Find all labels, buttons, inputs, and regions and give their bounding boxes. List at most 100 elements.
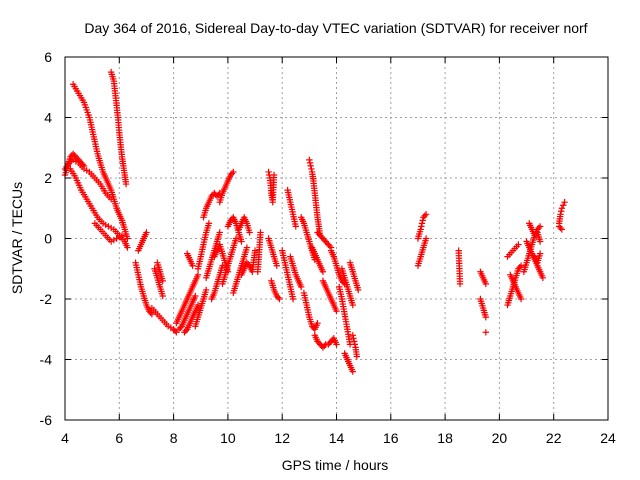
y-tick-labels: -6 -4 -2 0 2 4 6 (40, 49, 53, 428)
data-point (314, 320, 321, 327)
data-point (355, 286, 362, 294)
data-point (202, 286, 210, 294)
data-point (118, 232, 126, 239)
data-point (308, 165, 315, 173)
x-tick-label: 4 (61, 430, 69, 446)
data-point (148, 310, 156, 318)
data-point (421, 212, 428, 220)
data-point (122, 180, 130, 188)
data-point (557, 224, 564, 232)
data-point (273, 262, 280, 269)
y-tick-label: -4 (40, 352, 53, 368)
data-point (350, 335, 357, 342)
data-point (230, 168, 237, 176)
data-point (298, 283, 305, 291)
x-tick-labels: 4 6 8 10 12 14 16 18 20 22 24 (61, 430, 616, 446)
y-tick-label: -6 (40, 412, 53, 428)
data-point (517, 295, 525, 303)
data-point (307, 162, 314, 170)
data-point (333, 341, 340, 348)
data-point (289, 295, 297, 303)
data-point (422, 211, 430, 218)
data-points (61, 68, 568, 375)
data-point (351, 341, 359, 348)
data-point (418, 220, 426, 227)
data-point (192, 292, 199, 300)
data-point (274, 294, 282, 301)
data-point (321, 342, 328, 350)
data-point (536, 223, 544, 230)
y-tick-label: -2 (40, 291, 53, 307)
data-point (246, 229, 253, 236)
x-tick-label: 14 (329, 430, 345, 446)
data-point (560, 202, 567, 209)
data-point (517, 262, 525, 269)
data-point (349, 301, 356, 309)
x-tick-label: 20 (492, 430, 508, 446)
data-point (319, 268, 327, 275)
data-point (558, 226, 566, 233)
data-point (422, 235, 430, 242)
data-point (326, 242, 333, 250)
data-point (418, 223, 425, 230)
data-point (177, 324, 184, 331)
data-point (124, 244, 131, 251)
data-point (333, 307, 340, 315)
data-point (194, 271, 202, 278)
data-point (265, 168, 272, 176)
data-point (228, 170, 236, 177)
data-point (292, 223, 299, 230)
data-point (171, 327, 179, 334)
grid (65, 57, 608, 420)
y-tick-label: 2 (44, 170, 52, 186)
data-point (349, 368, 356, 375)
data-point (350, 338, 358, 345)
data-point (353, 353, 361, 360)
x-tick-label: 12 (274, 430, 290, 446)
x-axis-label: GPS time / hours (282, 457, 389, 473)
data-point (557, 211, 564, 218)
data-point (557, 208, 565, 215)
x-tick-label: 6 (115, 430, 123, 446)
y-tick-label: 6 (44, 49, 52, 65)
y-tick-label: 4 (44, 110, 52, 126)
data-point (561, 199, 568, 206)
data-point (306, 156, 313, 164)
x-tick-label: 18 (437, 430, 453, 446)
chart-title: Day 364 of 2016, Sidereal Day-to-day VTE… (84, 20, 587, 36)
y-axis-label: SDTVAR / TECUs (9, 182, 25, 294)
x-tick-label: 10 (220, 430, 236, 446)
data-point (515, 241, 522, 248)
data-point (243, 244, 251, 251)
data-point (536, 238, 544, 245)
data-point (216, 229, 223, 236)
data-point (456, 280, 464, 288)
data-point (251, 247, 259, 254)
data-point (306, 159, 314, 167)
data-point (159, 277, 166, 285)
x-tick-label: 16 (383, 430, 399, 446)
x-tick-label: 8 (170, 430, 178, 446)
data-point (539, 274, 547, 282)
data-point (276, 295, 283, 303)
axis-ticks (64, 56, 609, 421)
data-point (558, 205, 566, 212)
y-tick-label: 0 (44, 231, 52, 247)
data-point (516, 264, 523, 271)
data-point (419, 217, 426, 224)
data-point (182, 327, 190, 334)
data-point (482, 329, 490, 336)
data-point (205, 220, 213, 227)
x-tick-label: 22 (546, 430, 562, 446)
x-tick-label: 24 (600, 430, 616, 446)
data-point (270, 171, 278, 179)
data-point (349, 332, 356, 339)
data-point (238, 238, 245, 245)
data-point (257, 229, 264, 236)
data-point (232, 235, 240, 242)
data-point (482, 313, 490, 321)
data-point (536, 250, 544, 257)
data-point (482, 280, 490, 288)
data-point (189, 262, 196, 269)
